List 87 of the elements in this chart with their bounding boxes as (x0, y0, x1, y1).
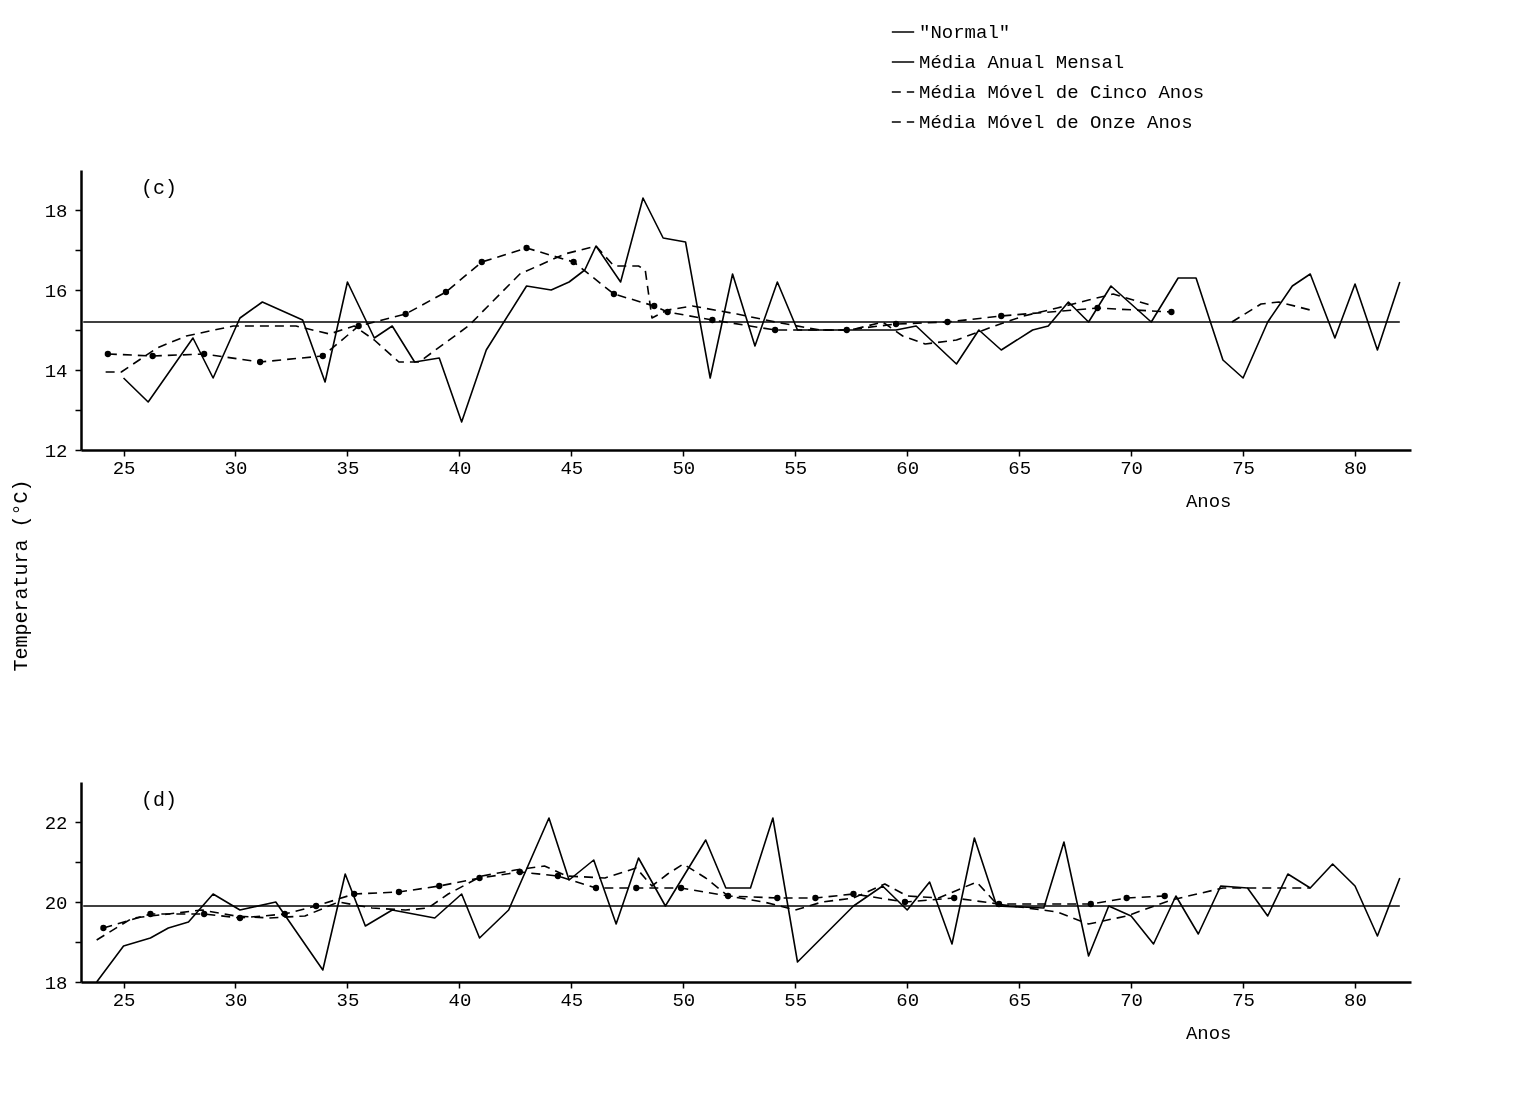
x-tick-label: 70 (1120, 457, 1144, 480)
point (281, 910, 288, 918)
annotation: (c) (141, 177, 178, 200)
point (944, 318, 951, 326)
x-tick-label: 60 (896, 457, 920, 480)
point (1087, 900, 1094, 908)
annotation: (d) (141, 789, 178, 812)
x-axis-title: Anos (1185, 490, 1232, 513)
y-tick-label: 16 (44, 280, 68, 303)
point (570, 258, 577, 266)
x-tick-label: 35 (336, 989, 360, 1012)
x-tick-label: 75 (1232, 457, 1255, 480)
point (633, 884, 640, 892)
point (319, 352, 326, 360)
legend-label: "Normal" (919, 22, 1011, 44)
y-tick-label: 22 (44, 812, 68, 835)
x-tick-label: 30 (224, 457, 248, 480)
point (774, 894, 781, 902)
x-tick-label: 70 (1120, 989, 1144, 1012)
point (312, 902, 320, 910)
y-tick-label: 20 (44, 892, 68, 915)
y-tick-label: 18 (44, 200, 68, 223)
point (256, 358, 264, 366)
point (200, 350, 208, 358)
y-tick-label: 18 (44, 972, 68, 995)
x-tick-label: 50 (672, 989, 696, 1012)
point (554, 872, 562, 880)
point (149, 352, 156, 360)
x-tick-label: 60 (896, 989, 920, 1012)
point (355, 322, 362, 330)
point (709, 316, 716, 324)
point (724, 892, 732, 900)
point (351, 890, 358, 898)
x-tick-label: 65 (1008, 457, 1032, 480)
point (901, 898, 909, 906)
point (610, 290, 618, 298)
point (951, 894, 958, 902)
point (850, 890, 857, 898)
x-tick-label: 25 (112, 457, 136, 480)
x-tick-label: 55 (784, 989, 808, 1012)
y-tick-label: 14 (44, 360, 68, 383)
point (892, 320, 900, 328)
x-tick-label: 40 (448, 989, 472, 1012)
legend-label: Média Móvel de Cinco Anos (919, 82, 1205, 104)
x-tick-label: 40 (448, 457, 472, 480)
point (1123, 894, 1130, 902)
x-tick-label: 75 (1232, 989, 1255, 1012)
x-tick-label: 25 (112, 989, 136, 1012)
x-tick-label: 35 (336, 457, 360, 480)
point (1168, 308, 1175, 316)
point (200, 910, 208, 918)
x-tick-label: 45 (560, 989, 584, 1012)
point (442, 288, 450, 296)
x-tick-label: 50 (672, 457, 696, 480)
point (998, 312, 1005, 320)
point (104, 350, 112, 358)
point (523, 244, 530, 252)
point (677, 884, 685, 892)
point (147, 910, 154, 918)
point (812, 894, 819, 902)
x-axis-title: Anos (1185, 1022, 1232, 1045)
point (436, 882, 443, 890)
point (843, 326, 850, 334)
point (100, 924, 107, 932)
point (1161, 892, 1168, 900)
point (664, 308, 671, 316)
point (651, 302, 658, 310)
x-tick-label: 45 (560, 457, 584, 480)
point (395, 888, 403, 896)
x-tick-label: 80 (1344, 989, 1367, 1012)
x-tick-label: 30 (224, 989, 248, 1012)
x-tick-label: 55 (784, 457, 808, 480)
x-tick-label: 80 (1344, 457, 1367, 480)
point (995, 900, 1003, 908)
point (771, 326, 779, 334)
point (236, 914, 244, 922)
point (592, 884, 600, 892)
y-axis-title: Temperatura (°C) (9, 479, 33, 672)
point (1094, 304, 1101, 312)
y-tick-label: 12 (44, 440, 68, 463)
x-tick-label: 65 (1008, 989, 1032, 1012)
point (402, 310, 409, 318)
legend-label: Média Anual Mensal (919, 52, 1125, 74)
legend-label: Média Móvel de Onze Anos (919, 112, 1193, 134)
point (476, 874, 483, 882)
point (478, 258, 485, 266)
point (516, 868, 524, 876)
